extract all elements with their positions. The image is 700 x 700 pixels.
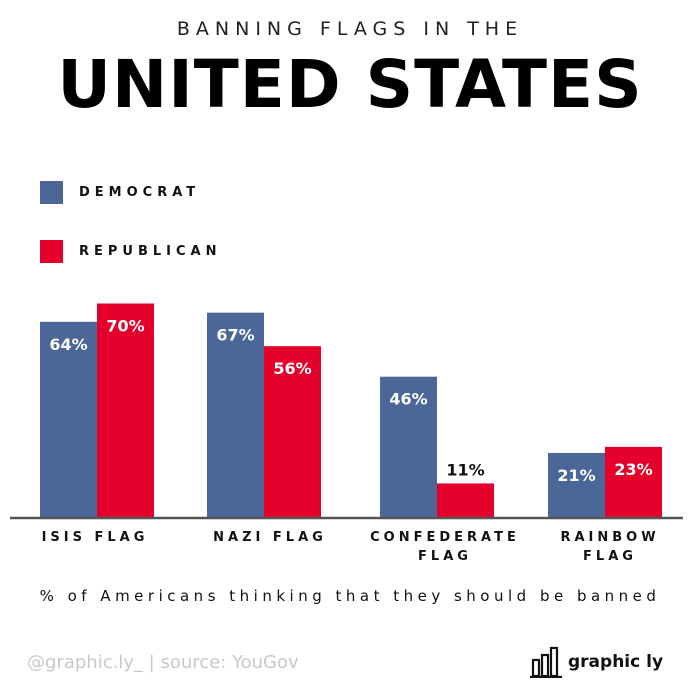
bar-republican-3 <box>605 446 662 517</box>
bar-value-label: 11% <box>446 460 484 479</box>
category-label-line: FLAG <box>583 549 637 564</box>
x-axis-caption: % of Americans thinking that they should… <box>39 587 661 605</box>
category-label-nazi: NAZI FLAG <box>213 530 327 545</box>
category-label-line: RAINBOW <box>560 530 660 545</box>
brand-logo: graphic ly <box>530 646 663 678</box>
category-label-line: CONFEDERATE <box>370 530 520 545</box>
brand-name: graphic ly <box>568 652 664 672</box>
category-label-rainbow: RAINBOW FLAG <box>540 528 680 566</box>
legend-label-democrat: DEMOCRAT <box>79 185 201 200</box>
bar-republican-0 <box>97 303 154 517</box>
source-credit: @graphic.ly_ | source: YouGov <box>27 652 299 673</box>
bar-republican-2 <box>437 483 494 517</box>
legend-swatch-republican <box>40 240 63 263</box>
legend-label-republican: REPUBLICAN <box>79 244 222 259</box>
bar-value-label: 23% <box>614 460 652 479</box>
chart-title: UNITED STATES <box>57 46 643 123</box>
category-label-isis: ISIS FLAG <box>41 530 149 545</box>
bar-value-label: 67% <box>216 326 254 345</box>
category-label-confederate: CONFEDERATE FLAG <box>355 528 535 566</box>
bar-value-label: 46% <box>389 390 427 409</box>
category-label-line: FLAG <box>418 549 472 564</box>
bar-democrat-0 <box>40 321 97 517</box>
supertitle: BANNING FLAGS IN THE <box>176 18 524 40</box>
bar-value-label: 64% <box>49 335 87 354</box>
bar-value-label: 70% <box>106 317 144 336</box>
bar-democrat-2 <box>380 376 437 517</box>
bar-democrat-3 <box>548 452 605 517</box>
bar-chart-logo-icon <box>530 646 562 678</box>
bar-value-label: 21% <box>557 466 595 485</box>
bar-republican-1 <box>264 346 321 517</box>
bar-chart: 64% 67% 46% 21% 70% 56% 11% 23% <box>10 303 683 520</box>
bar-democrat-1 <box>207 312 264 517</box>
bar-value-label: 56% <box>273 359 311 378</box>
legend-swatch-democrat <box>40 181 63 204</box>
